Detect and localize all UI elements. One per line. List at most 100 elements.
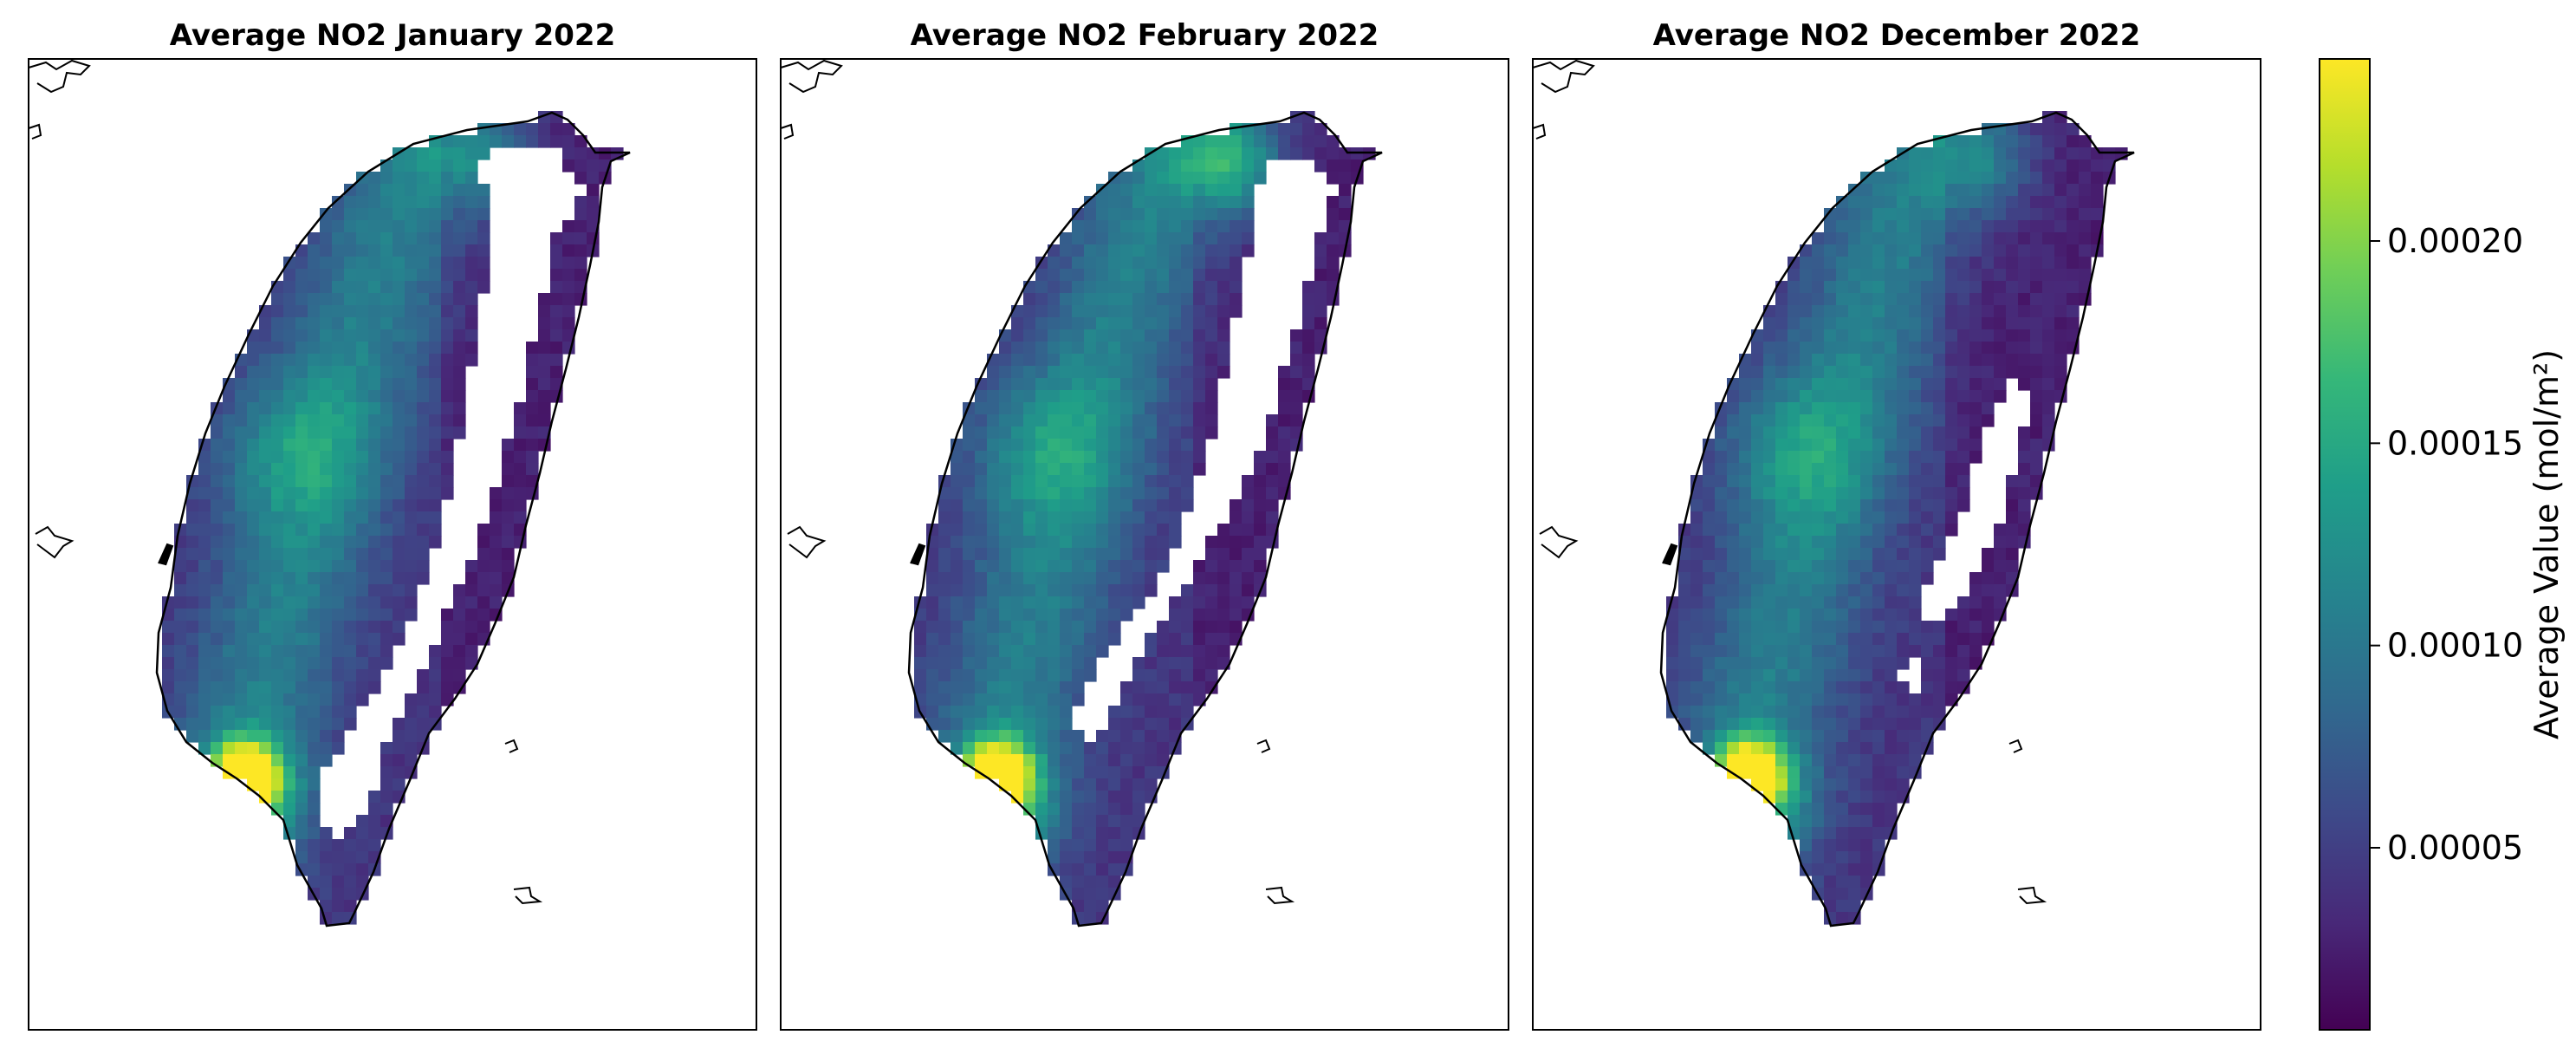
no2-cell [417, 548, 430, 561]
no2-cell [1084, 524, 1097, 537]
no2-cell [1011, 778, 1024, 791]
no2-cell [1739, 475, 1752, 488]
no2-cell [1084, 803, 1097, 816]
no2-cell [393, 305, 406, 318]
no2-cell [1921, 693, 1934, 706]
no2-cell [1157, 621, 1170, 634]
no2-cell [344, 536, 357, 549]
no2-cell [1824, 766, 1837, 779]
no2-cell [356, 499, 369, 512]
no2-cell [1072, 754, 1085, 767]
no2-cell [271, 596, 284, 609]
no2-cell [441, 329, 454, 342]
no2-cell [1909, 693, 1922, 706]
no2-cell [1023, 754, 1036, 767]
no2-cell [999, 645, 1012, 658]
no2-cell [211, 681, 224, 694]
no2-cell [1897, 621, 1910, 634]
no2-cell [1909, 596, 1922, 609]
no2-cell [2054, 123, 2067, 136]
no2-cell [1145, 730, 1158, 743]
no2-cell [574, 135, 587, 148]
no2-cell [308, 414, 321, 427]
no2-cell [1339, 172, 1352, 185]
no2-cell [1715, 621, 1728, 634]
no2-cell [1096, 305, 1109, 318]
no2-cell [1848, 572, 1861, 585]
no2-cell [1181, 645, 1194, 658]
no2-cell [1800, 281, 1813, 294]
no2-cell [1775, 730, 1788, 743]
no2-cell [441, 184, 454, 197]
no2-cell [368, 645, 381, 658]
no2-cell [259, 487, 272, 500]
no2-cell [1678, 621, 1691, 634]
no2-cell [1812, 730, 1825, 743]
no2-cell [1957, 366, 1970, 379]
no2-cell [1023, 742, 1036, 755]
no2-cell [1751, 669, 1764, 682]
no2-cell [247, 426, 260, 439]
no2-cell [441, 414, 454, 427]
no2-cell [198, 524, 211, 537]
no2-cell [1897, 257, 1910, 270]
no2-cell [1897, 511, 1910, 524]
no2-cell [235, 621, 248, 634]
no2-cell [2079, 196, 2092, 209]
no2-cell [1035, 536, 1048, 549]
no2-cell [1788, 621, 1801, 634]
no2-cell [1132, 548, 1145, 561]
no2-cell [356, 317, 369, 330]
no2-cell [198, 669, 211, 682]
no2-cell [1860, 390, 1873, 403]
no2-cell [1848, 511, 1861, 524]
no2-cell [1848, 220, 1861, 233]
no2-cell [1872, 244, 1885, 257]
no2-cell [1145, 706, 1158, 719]
no2-cell [1048, 257, 1061, 270]
no2-cell [1933, 426, 1946, 439]
no2-cell [465, 257, 478, 270]
no2-cell [1775, 426, 1788, 439]
no2-cell [1132, 657, 1145, 670]
no2-cell [1751, 572, 1764, 585]
no2-cell [1302, 135, 1315, 148]
no2-cell [405, 342, 418, 355]
no2-cell [1897, 414, 1910, 427]
no2-cell [1727, 572, 1740, 585]
no2-cell [1788, 803, 1801, 816]
no2-cell [1108, 390, 1121, 403]
no2-cell [380, 439, 393, 452]
no2-cell [1957, 342, 1970, 355]
no2-cell [380, 487, 393, 500]
no2-cell [417, 706, 430, 719]
no2-cell [1035, 621, 1048, 634]
no2-cell [1084, 536, 1097, 549]
no2-cell [320, 378, 333, 391]
no2-cell [1775, 693, 1788, 706]
no2-cell [332, 293, 345, 306]
no2-cell [2054, 257, 2067, 270]
no2-cell [1048, 657, 1061, 670]
no2-cell [2018, 511, 2031, 524]
colorbar-tick-label: 0.00005 [2387, 829, 2523, 867]
no2-cell [235, 560, 248, 573]
no2-cell [368, 439, 381, 452]
china-coast-fragment-2 [1532, 123, 1547, 140]
no2-cell [1751, 426, 1764, 439]
no2-cell [1060, 451, 1073, 464]
no2-cell [162, 681, 175, 694]
no2-cell [1982, 172, 1995, 185]
china-coast-fragment [780, 59, 843, 94]
no2-cell [368, 293, 381, 306]
no2-cell [1715, 693, 1728, 706]
no2-cell [1788, 305, 1801, 318]
no2-cell [332, 693, 345, 706]
no2-cell [1885, 657, 1898, 670]
no2-cell [1945, 524, 1958, 537]
no2-cell [1023, 524, 1036, 537]
no2-cell [1327, 232, 1340, 245]
no2-cell [453, 402, 466, 415]
no2-cell [938, 633, 951, 646]
no2-cell [1994, 390, 2007, 403]
